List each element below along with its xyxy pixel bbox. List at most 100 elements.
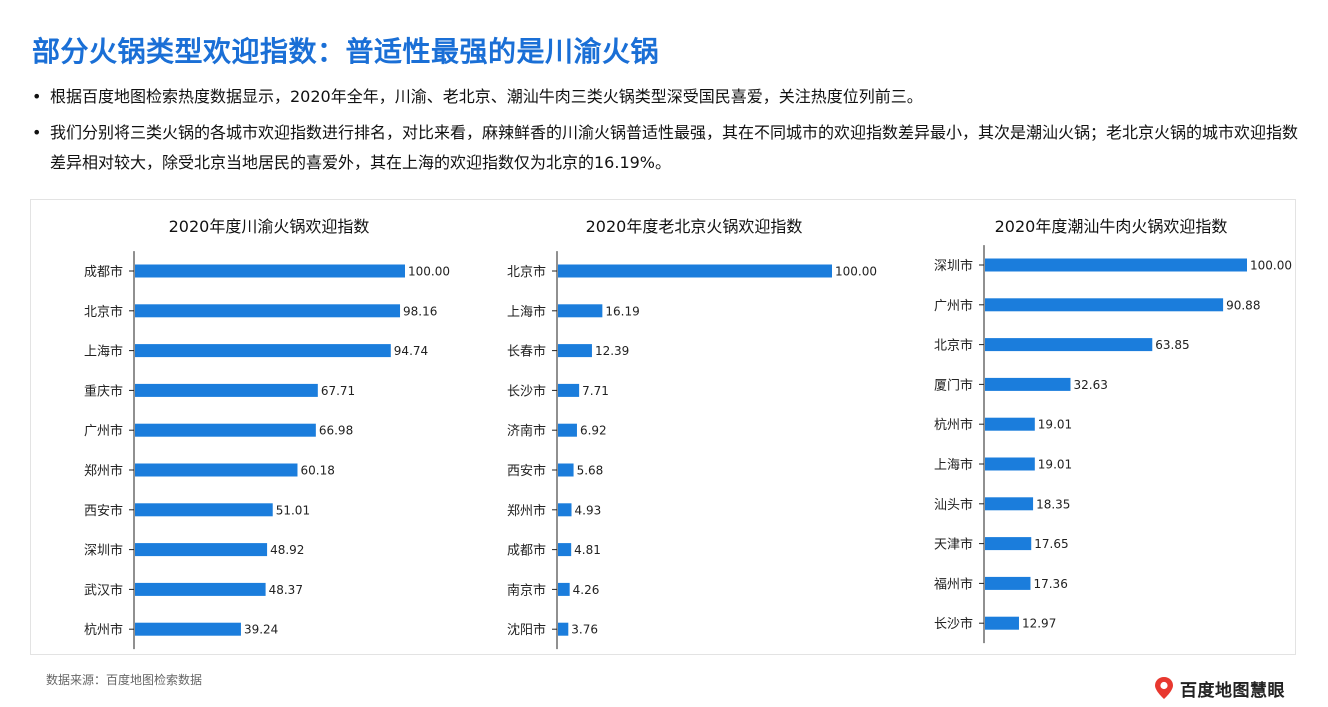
data-label: 100.00	[1250, 259, 1292, 273]
category-label: 成都市	[507, 543, 546, 559]
data-label: 18.35	[1036, 497, 1070, 511]
data-label: 51.01	[276, 503, 310, 517]
category-label: 武汉市	[84, 582, 123, 598]
category-label: 沈阳市	[507, 622, 546, 638]
data-label: 19.01	[1038, 458, 1072, 472]
category-label: 长沙市	[507, 383, 546, 399]
category-label: 上海市	[507, 304, 546, 320]
category-label: 西安市	[507, 463, 546, 479]
data-label: 94.74	[394, 344, 428, 358]
category-label: 广州市	[934, 298, 973, 314]
category-label: 长沙市	[934, 616, 973, 632]
bar	[558, 503, 572, 517]
data-label: 32.63	[1073, 378, 1107, 392]
bar	[985, 377, 1071, 391]
data-label: 6.92	[580, 424, 607, 438]
bar	[135, 304, 401, 318]
category-label: 郑州市	[84, 463, 123, 479]
data-label: 4.93	[575, 503, 602, 517]
data-label: 4.26	[573, 583, 600, 597]
chart-title: 2020年度川渝火锅欢迎指数	[169, 217, 370, 236]
bar	[985, 338, 1153, 352]
data-label: 67.71	[321, 384, 355, 398]
data-label: 5.68	[577, 464, 604, 478]
data-label: 3.76	[571, 623, 598, 637]
data-label: 17.36	[1033, 577, 1067, 591]
data-label: 7.71	[582, 384, 609, 398]
bullet-dot-icon: •	[32, 87, 42, 106]
bar	[135, 543, 268, 557]
data-label: 16.19	[605, 304, 639, 318]
bar	[558, 264, 832, 278]
category-label: 南京市	[507, 582, 546, 598]
data-label: 17.65	[1034, 537, 1068, 551]
bar	[558, 463, 574, 477]
bar	[558, 423, 577, 437]
bar	[985, 497, 1034, 511]
bullet-text-1: 根据百度地图检索热度数据显示，2020年全年，川渝、老北京、潮汕牛肉三类火锅类型…	[50, 87, 923, 106]
bar	[135, 383, 318, 397]
bar	[135, 344, 391, 358]
data-label: 39.24	[244, 623, 278, 637]
data-label: 60.18	[300, 464, 334, 478]
data-label: 12.97	[1022, 617, 1056, 631]
bullet-point-1: • 根据百度地图检索热度数据显示，2020年全年，川渝、老北京、潮汕牛肉三类火锅…	[32, 82, 1302, 112]
category-label: 郑州市	[507, 503, 546, 519]
bullet-text-2: 我们分别将三类火锅的各城市欢迎指数进行排名，对比来看，麻辣鲜香的川渝火锅普适性最…	[50, 123, 1299, 172]
logo-text: 百度地图慧眼	[1180, 680, 1285, 701]
category-label: 西安市	[84, 503, 123, 519]
category-label: 北京市	[507, 264, 546, 280]
category-label: 杭州市	[934, 417, 973, 433]
data-label: 4.81	[574, 543, 601, 557]
category-label: 天津市	[934, 537, 973, 553]
bar	[135, 622, 241, 636]
data-label: 48.37	[269, 583, 303, 597]
bar	[985, 258, 1247, 272]
data-label: 12.39	[595, 344, 629, 358]
data-source-note: 数据来源：百度地图检索数据	[46, 673, 203, 687]
category-label: 成都市	[84, 264, 123, 280]
bar	[558, 582, 570, 596]
page-title: 部分火锅类型欢迎指数：普适性最强的是川渝火锅	[32, 35, 660, 68]
category-label: 上海市	[934, 457, 973, 473]
category-label: 杭州市	[84, 622, 123, 638]
data-label: 100.00	[408, 265, 450, 279]
data-label: 19.01	[1038, 418, 1072, 432]
bullet-dot-icon: •	[32, 123, 42, 142]
bar	[558, 304, 603, 318]
category-label: 深圳市	[84, 543, 123, 559]
map-pin-icon	[1155, 677, 1173, 699]
bar	[985, 616, 1019, 630]
category-label: 上海市	[84, 344, 123, 360]
bar	[558, 383, 580, 397]
baidu-map-logo: 百度地图慧眼	[1154, 676, 1285, 701]
bar	[985, 576, 1031, 590]
data-label: 48.92	[270, 543, 304, 557]
category-label: 北京市	[84, 304, 123, 320]
bar	[135, 264, 405, 278]
category-label: 北京市	[934, 338, 973, 354]
chart-title: 2020年度潮汕牛肉火锅欢迎指数	[995, 217, 1228, 236]
data-label: 100.00	[835, 265, 877, 279]
bar	[135, 423, 316, 437]
bar	[558, 543, 572, 557]
bar	[985, 457, 1035, 471]
category-label: 重庆市	[84, 383, 123, 399]
data-label: 90.88	[1226, 298, 1260, 312]
category-label: 汕头市	[934, 497, 973, 513]
charts-panel: 2020年度川渝火锅欢迎指数 成都市 100.00 北京市 98.16 上海市 94.74 重…	[30, 199, 1296, 655]
category-label: 长春市	[507, 344, 546, 360]
bar	[135, 582, 266, 596]
bar	[985, 298, 1224, 312]
category-label: 厦门市	[934, 377, 973, 393]
bullet-point-2: • 我们分别将三类火锅的各城市欢迎指数进行排名，对比来看，麻辣鲜香的川渝火锅普适…	[32, 118, 1302, 178]
category-label: 广州市	[84, 423, 123, 439]
bar	[135, 503, 273, 517]
category-label: 福州市	[934, 576, 973, 592]
category-label: 深圳市	[934, 258, 973, 274]
bar	[558, 344, 592, 358]
bar	[985, 417, 1035, 431]
